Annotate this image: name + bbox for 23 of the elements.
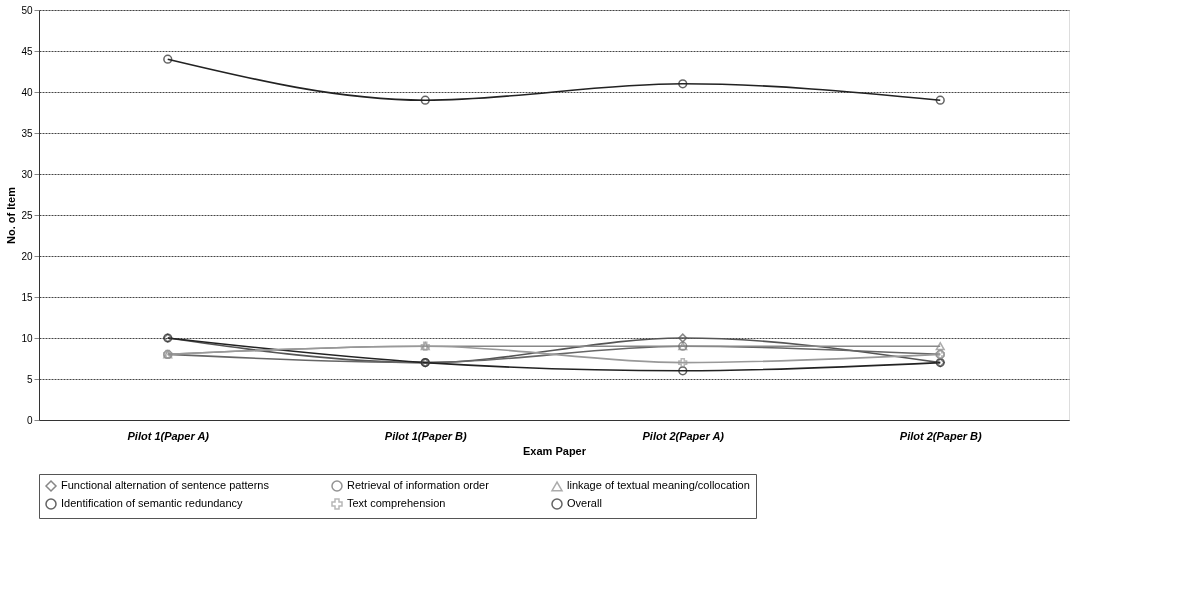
y-tick-label: 25 — [21, 209, 33, 221]
y-tick-label: 50 — [21, 4, 33, 16]
y-tick-label: 5 — [26, 373, 33, 385]
x-tick-label: Pilot 1(Paper A) — [127, 429, 210, 442]
x-tick-label: Pilot 2(Paper B) — [899, 429, 983, 442]
legend-label: Retrieval of information order — [347, 479, 490, 491]
y-axis-title: No. of Item — [5, 186, 18, 244]
y-tick-label: 20 — [21, 250, 33, 262]
y-tick-label: 15 — [21, 291, 33, 303]
y-tick-label: 30 — [21, 168, 33, 180]
y-tick-label: 35 — [21, 127, 33, 139]
y-tick-label: 45 — [21, 45, 33, 57]
legend-label: Text comprehension — [347, 497, 446, 509]
y-tick-label: 0 — [26, 414, 33, 426]
legend-label: linkage of textual meaning/collocation — [567, 479, 750, 492]
x-tick-label: Pilot 1(Paper B) — [384, 429, 468, 442]
legend-label: Functional alternation of sentence patterns — [61, 479, 270, 491]
y-tick-label: 10 — [21, 332, 33, 344]
legend-label: Identification of semantic redundancy — [61, 497, 244, 509]
legend-label: Overall — [567, 497, 602, 509]
x-tick-label: Pilot 2(Paper A) — [642, 429, 725, 442]
x-axis-title: Exam Paper — [523, 444, 587, 457]
y-tick-label: 40 — [21, 86, 33, 98]
